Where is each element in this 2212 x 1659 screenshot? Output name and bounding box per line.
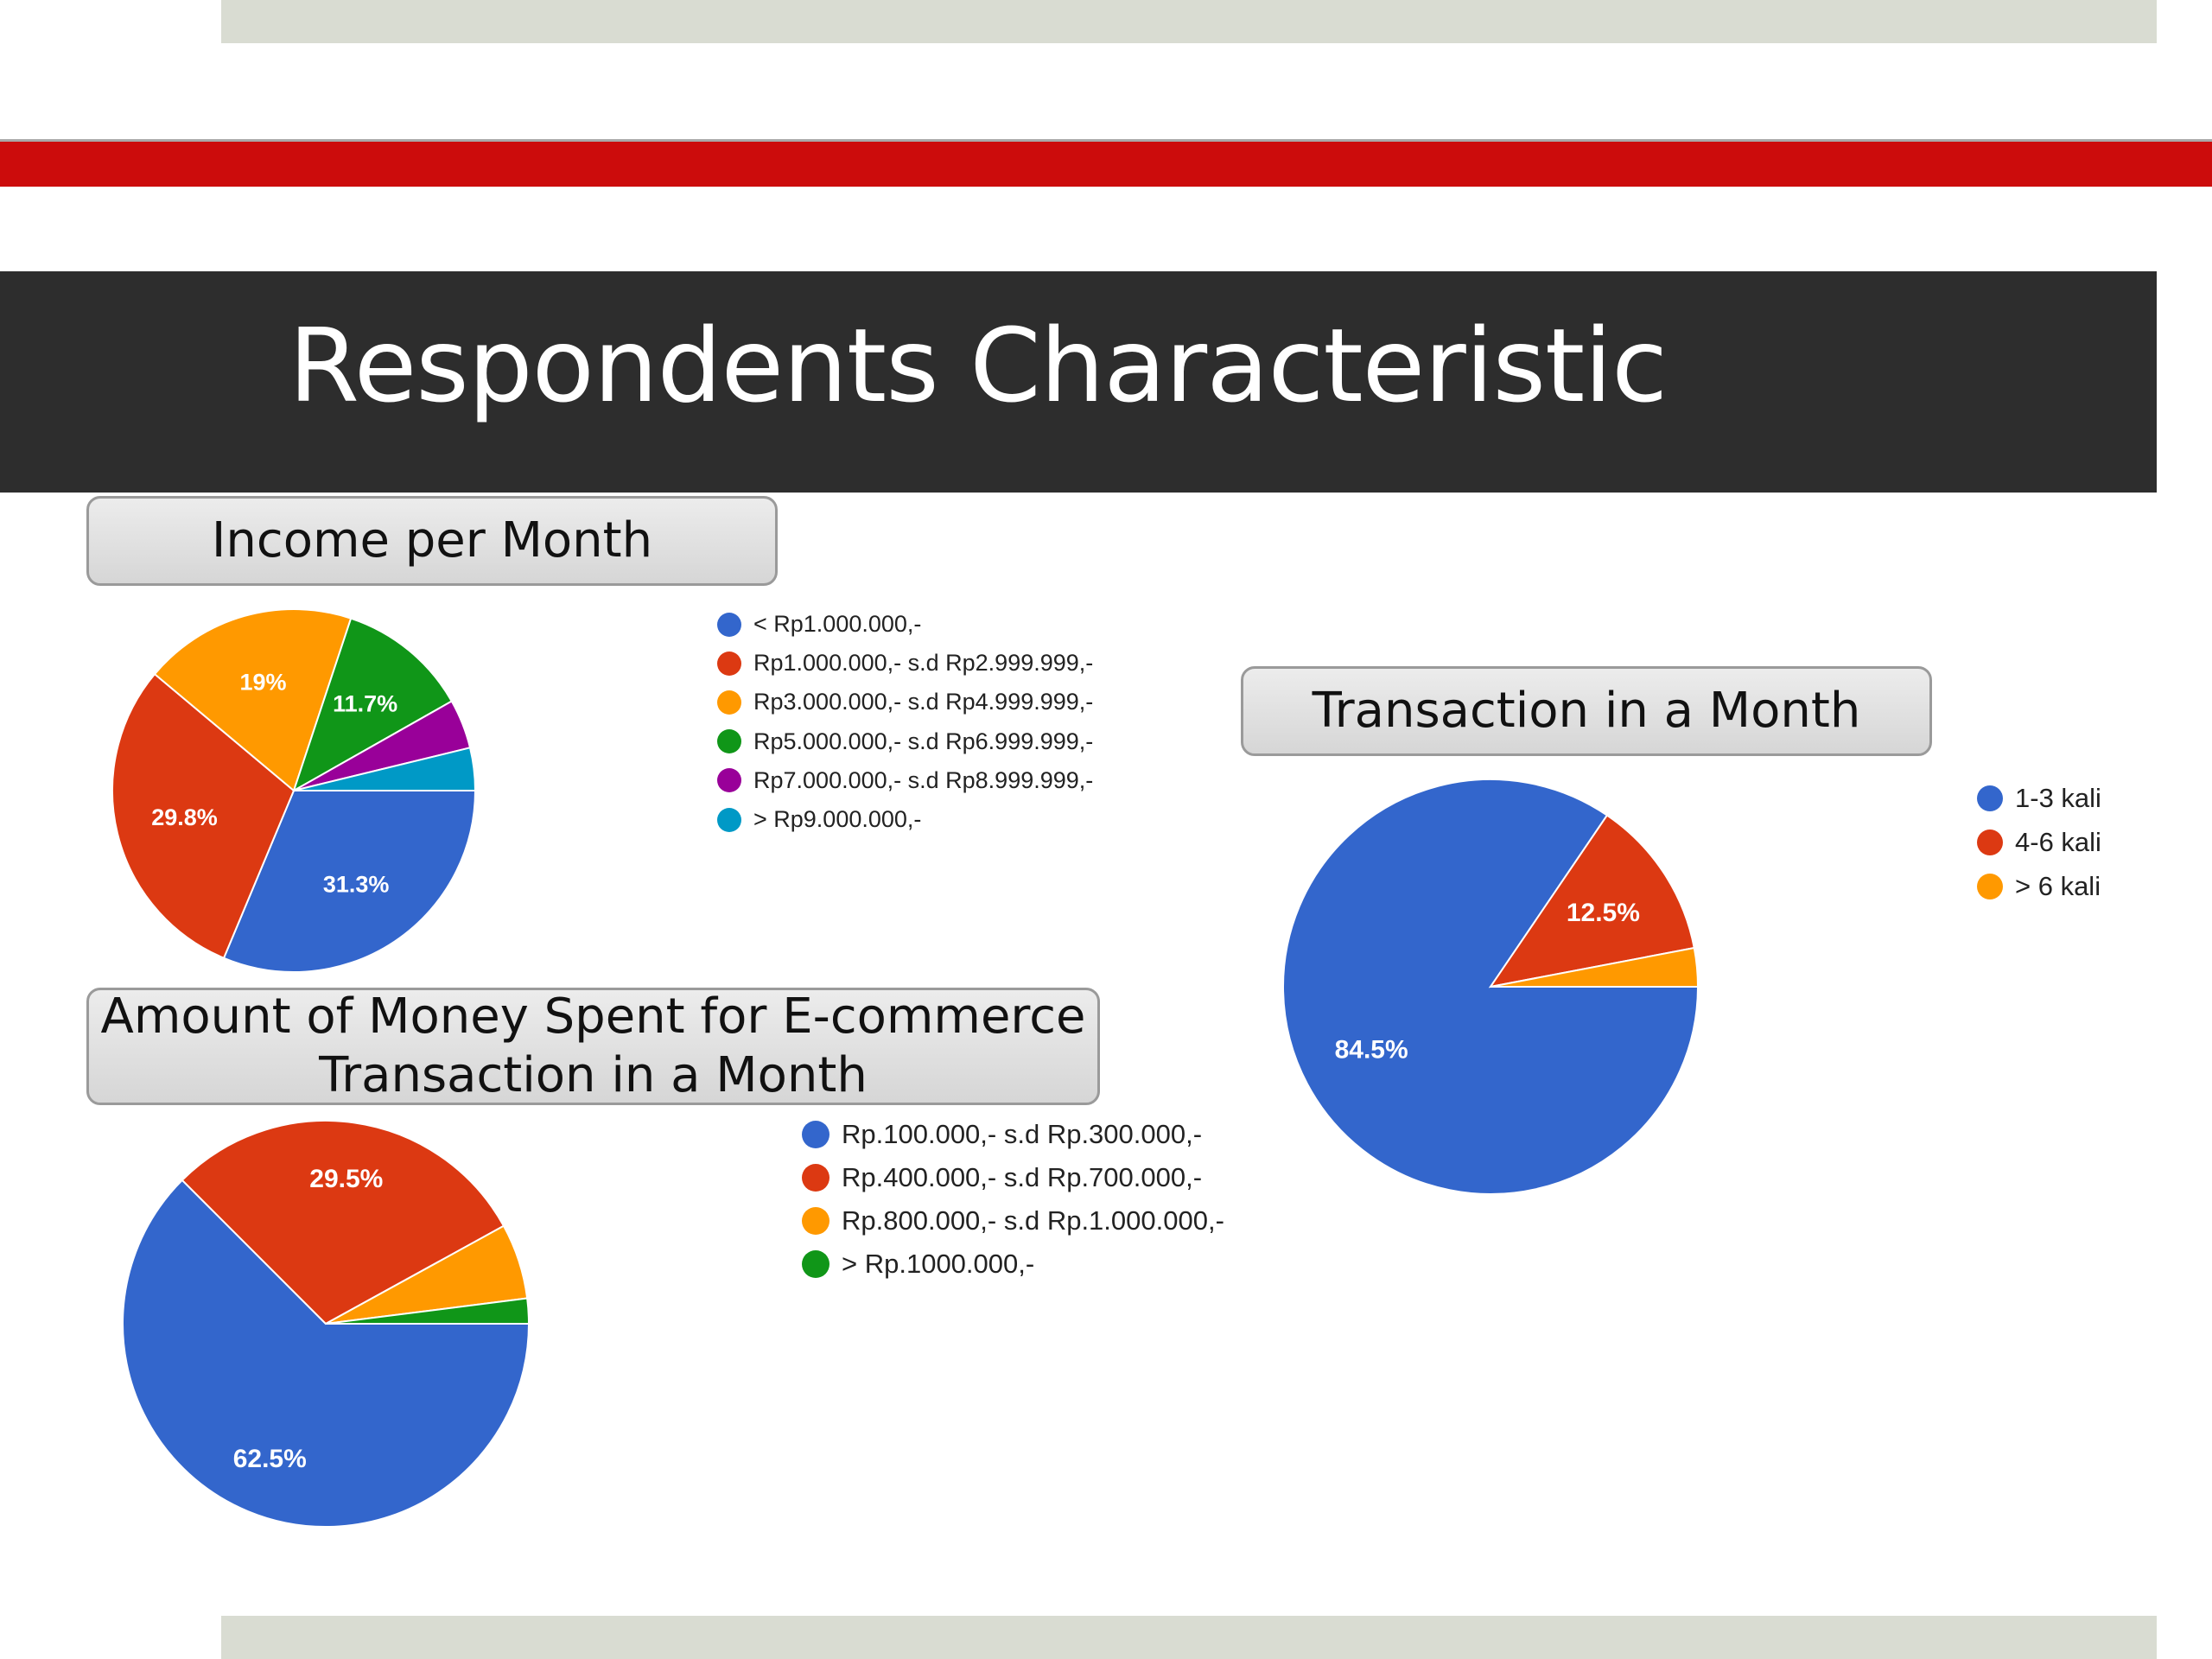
income-slice-label-1: 31.3% <box>323 871 390 897</box>
trans-slice-1 <box>1282 779 1700 1195</box>
legend-label: > Rp9.000.000,- <box>753 806 922 833</box>
legend-marker-icon <box>717 690 741 715</box>
spent-chart-title: Amount of Money Spent for E-commerce Tra… <box>86 988 1100 1105</box>
legend-marker-icon <box>802 1164 830 1192</box>
spent-legend: Rp.100.000,- s.d Rp.300.000,- Rp.400.000,… <box>802 1113 1224 1286</box>
trans-slice-label-1: 84.5% <box>1335 1035 1408 1064</box>
income-slice-label-2: 29.8% <box>151 804 218 830</box>
legend-item-rp-1000-000: > Rp.1000.000,- <box>802 1243 1224 1286</box>
legend-label: > 6 kali <box>2015 870 2101 901</box>
legend-item-1-3-kali: 1-3 kali <box>1977 776 2101 820</box>
legend-label: Rp.400.000,- s.d Rp.700.000,- <box>842 1162 1203 1192</box>
legend-marker-icon <box>1977 785 2003 811</box>
legend-marker-icon <box>1977 829 2003 855</box>
income-slice-label-4: 11.7% <box>333 690 397 716</box>
legend-label: 1-3 kali <box>2015 782 2101 813</box>
spent-slice-label-2: 29.5% <box>309 1165 383 1193</box>
slide-title: Respondents Characteristic <box>289 306 1668 425</box>
legend-label: Rp3.000.000,- s.d Rp4.999.999,- <box>753 689 1094 715</box>
legend-item-rp-400-000-s-d-rp-700-000: Rp.400.000,- s.d Rp.700.000,- <box>802 1156 1224 1199</box>
title-bar <box>0 271 2157 493</box>
legend-marker-icon <box>802 1207 830 1235</box>
legend-marker-icon <box>717 612 741 637</box>
legend-label: Rp1.000.000,- s.d Rp2.999.999,- <box>753 650 1094 677</box>
legend-label: Rp.100.000,- s.d Rp.300.000,- <box>842 1119 1203 1149</box>
top-band <box>221 0 2157 43</box>
income-legend: < Rp1.000.000,- Rp1.000.000,- s.d Rp2.999… <box>717 605 1093 839</box>
legend-item-rp-800-000-s-d-rp-1-000-000: Rp.800.000,- s.d Rp.1.000.000,- <box>802 1199 1224 1243</box>
spent-slice-1 <box>122 1179 531 1528</box>
legend-label: Rp7.000.000,- s.d Rp8.999.999,- <box>753 766 1094 793</box>
legend-marker-icon <box>717 807 741 832</box>
legend-label: Rp.800.000,- s.d Rp.1.000.000,- <box>842 1205 1224 1236</box>
transaction-pie-chart: 84.5% 12.5% <box>1282 779 1700 1195</box>
trans-slice-label-2: 12.5% <box>1567 899 1640 927</box>
legend-item-rp3-000-000-s-d-rp4-999-999: Rp3.000.000,- s.d Rp4.999.999,- <box>717 683 1093 721</box>
legend-item-6-kali: > 6 kali <box>1977 864 2101 908</box>
legend-label: 4-6 kali <box>2015 826 2101 857</box>
bottom-band <box>221 1616 2157 1659</box>
trans-slice-3 <box>1490 946 1700 988</box>
income-slice-label-3: 19% <box>239 670 286 696</box>
legend-marker-icon <box>717 768 741 793</box>
legend-item-rp1-000-000: < Rp1.000.000,- <box>717 605 1093 644</box>
legend-marker-icon <box>802 1121 830 1148</box>
legend-item-rp-100-000-s-d-rp-300-000: Rp.100.000,- s.d Rp.300.000,- <box>802 1113 1224 1156</box>
legend-marker-icon <box>1977 873 2003 899</box>
legend-marker-icon <box>717 729 741 754</box>
legend-marker-icon <box>802 1250 830 1278</box>
legend-item-rp9-000-000: > Rp9.000.000,- <box>717 800 1093 839</box>
transaction-chart-title: Transaction in a Month <box>1241 666 1932 756</box>
income-pie-chart: 31.3% 29.8% 19% 11.7% <box>111 608 477 973</box>
legend-label: > Rp.1000.000,- <box>842 1249 1035 1279</box>
income-slice-2 <box>111 672 296 960</box>
income-slice-6 <box>293 747 477 791</box>
legend-item-4-6-kali: 4-6 kali <box>1977 820 2101 864</box>
transaction-legend: 1-3 kali 4-6 kali > 6 kali <box>1977 776 2101 908</box>
spent-slice-2 <box>181 1120 505 1325</box>
legend-item-rp7-000-000-s-d-rp8-999-999: Rp7.000.000,- s.d Rp8.999.999,- <box>717 761 1093 800</box>
legend-marker-icon <box>717 651 741 676</box>
spent-slice-label-1: 62.5% <box>233 1445 307 1473</box>
legend-item-rp1-000-000-s-d-rp2-999-999: Rp1.000.000,- s.d Rp2.999.999,- <box>717 644 1093 683</box>
income-slice-4 <box>292 617 454 793</box>
red-rule <box>0 139 2212 187</box>
spent-pie-chart: 62.5% 29.5% <box>122 1120 531 1528</box>
legend-item-rp5-000-000-s-d-rp6-999-999: Rp5.000.000,- s.d Rp6.999.999,- <box>717 722 1093 761</box>
income-chart-title: Income per Month <box>86 496 778 586</box>
legend-label: < Rp1.000.000,- <box>753 611 922 638</box>
trans-slice-2 <box>1488 814 1695 988</box>
spent-slice-4 <box>325 1297 531 1325</box>
income-slice-3 <box>153 608 353 792</box>
income-slice-1 <box>222 790 477 973</box>
legend-label: Rp5.000.000,- s.d Rp6.999.999,- <box>753 728 1094 754</box>
